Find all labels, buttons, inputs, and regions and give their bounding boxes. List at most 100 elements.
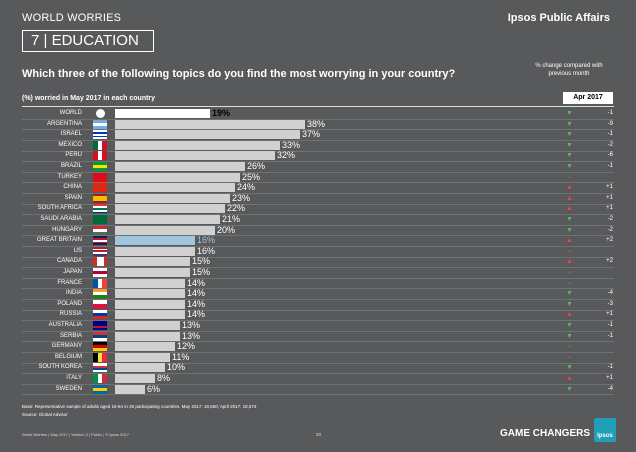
change-value-brazil: -1 [607,163,613,169]
china-flag-icon [93,183,107,193]
value-label-sweden: 6% [147,383,161,394]
row-divider [22,267,614,269]
country-label-germany: GERMANY [51,343,82,350]
change-value-russia: +1 [606,311,613,318]
value-label-australia: 13% [182,320,201,330]
value-label-world: 19% [212,108,231,118]
israel-flag-icon [93,130,107,140]
value-label-south-africa: 22% [227,203,246,214]
country-label-brazil: BRAZIL [60,163,82,169]
bar-south-africa [115,204,225,214]
dot-icon: · [568,279,571,287]
country-label-saudi-arabia: SAUDI ARABIA [40,216,82,222]
value-label-great-britain: 16% [197,235,216,246]
change-value-india: -4 [607,290,613,297]
country-label-russia: RUSSIA [59,311,82,318]
bar-italy [115,374,155,383]
row-divider [22,256,614,258]
source-note: Source: Global Advisor [22,412,68,417]
country-label-us: US [73,247,82,254]
value-label-china: 24% [237,182,256,193]
country-label-italy: ITALY [66,375,82,381]
row-divider [22,140,614,141]
row-divider [22,129,614,131]
bar-argentina [115,119,305,129]
up-arrow-icon: ▲ [566,375,573,382]
value-label-south-korea: 10% [167,362,186,373]
value-label-turkey: 25% [242,171,261,182]
down-arrow-icon: ▼ [566,226,573,234]
value-label-canada: 15% [192,256,211,267]
chart-question: Which three of the following topics do y… [22,68,456,80]
up-arrow-icon: ▲ [566,237,573,245]
value-label-italy: 8% [157,373,171,383]
row-divider [22,299,614,300]
change-note: % change compared with previous month [535,63,603,77]
down-arrow-icon: ▼ [566,120,573,128]
bar-canada [115,257,190,267]
change-value-china: +1 [606,184,613,191]
bar-france [115,278,185,288]
down-arrow-icon: ▼ [566,322,573,329]
value-label-serbia: 13% [182,330,201,341]
row-divider [22,309,614,311]
bar-brazil [115,162,245,171]
row-divider [22,373,614,375]
down-arrow-icon: ▼ [566,141,573,149]
change-value-world: -1 [607,110,613,116]
spain-flag-icon [93,193,107,203]
change-value-hungary: -2 [607,226,613,233]
row-divider [22,193,614,194]
down-arrow-icon: ▼ [566,364,573,372]
value-label-france: 14% [187,277,206,288]
ipsos-logo: Ipsos [594,418,616,442]
change-value-south-korea: -1 [607,364,613,371]
bar-hungary [115,225,215,235]
row-divider [22,224,614,226]
value-label-germany: 12% [177,341,196,352]
row-divider [22,235,614,237]
change-value-serbia: -1 [607,332,613,339]
country-label-great-britain: GREAT BRITAIN [36,237,82,244]
up-arrow-icon: ▲ [566,258,573,266]
row-divider [22,330,614,332]
country-label-south-korea: SOUTH KOREA [38,364,82,371]
globe-flag-icon [96,109,105,118]
brazil-flag-icon [93,162,107,171]
bar-peru [115,151,275,161]
change-value-saudi-arabia: -2 [607,216,613,222]
value-label-israel: 37% [302,129,321,140]
down-arrow-icon: ▼ [566,216,573,223]
turkey-flag-icon [93,172,107,182]
period-label: Apr 2017 [563,92,613,104]
change-value-spain: +1 [606,194,613,201]
bar-serbia [115,331,180,341]
bar-us [115,246,195,256]
russia-flag-icon [93,310,107,320]
bar-sweden [115,384,145,394]
down-arrow-icon: ▼ [566,290,573,298]
value-label-us: 16% [197,245,216,256]
dot-icon: · [568,343,571,351]
section-title: 7 | EDUCATION [22,30,154,52]
dot-icon: · [568,353,571,361]
bar-india [115,289,185,299]
value-label-poland: 14% [187,298,206,309]
country-label-india: INDIA [65,290,82,297]
france-flag-icon [93,278,107,288]
down-arrow-icon: ▼ [566,385,573,393]
country-label-argentina: ARGENTINA [46,120,82,127]
saudi-arabia-flag-icon [93,215,107,224]
bar-china [115,183,235,193]
change-value-italy: +1 [606,375,613,381]
bar-turkey [115,172,240,182]
australia-flag-icon [93,321,107,330]
bar-saudi-arabia [115,215,220,224]
bar-israel [115,130,300,140]
row-divider [22,277,614,279]
up-arrow-icon: ▲ [566,205,573,213]
up-arrow-icon: ▲ [566,311,573,319]
chart-subtitle: (%) worried in May 2017 in each country [22,95,156,102]
value-label-india: 14% [187,288,206,299]
page-number: 20 [316,432,322,437]
